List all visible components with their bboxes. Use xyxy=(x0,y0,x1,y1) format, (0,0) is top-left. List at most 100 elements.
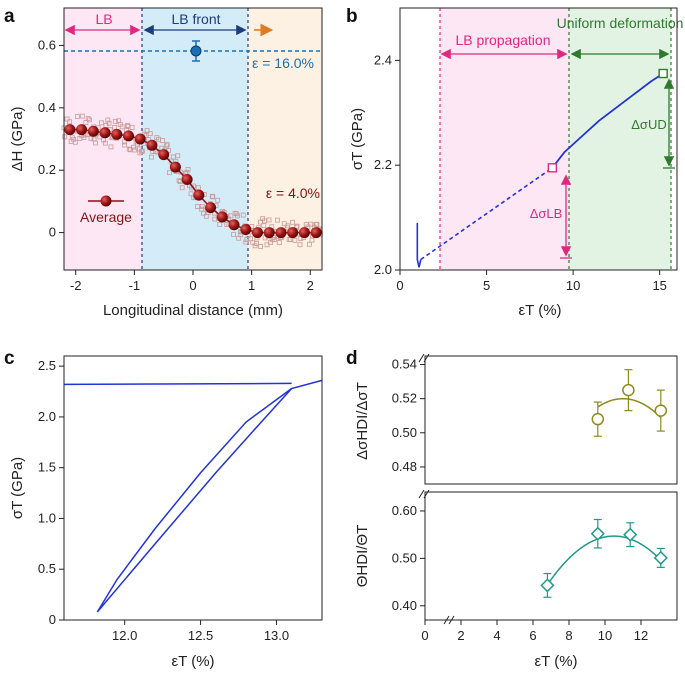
raw-point xyxy=(87,117,92,123)
raw-point xyxy=(307,241,312,247)
x-tick-label: 2 xyxy=(457,628,464,643)
raw-point xyxy=(195,204,200,209)
panel-b-xlabel: εT (%) xyxy=(518,302,561,319)
raw-point xyxy=(88,135,94,141)
y-tick-label: 2.0 xyxy=(374,262,392,277)
y-tick-label: 1.0 xyxy=(38,510,56,525)
panel-c-xlabel: εT (%) xyxy=(171,653,214,670)
raw-point xyxy=(294,223,300,229)
raw-point xyxy=(75,114,80,119)
x-tick-label: 8 xyxy=(565,628,572,643)
y-tick-label: 0.6 xyxy=(38,37,56,52)
raw-point xyxy=(199,204,205,209)
panel-d: 0.48 0.50 0.52 0.54 0 2 4 6 8 10 12 0.40 0.50 0.60 εT… xyxy=(354,353,678,670)
y-tick-label: 0.50 xyxy=(392,425,417,440)
bottom-point xyxy=(623,527,638,542)
raw-point xyxy=(209,193,215,199)
average-point xyxy=(263,227,275,239)
raw-point xyxy=(266,217,272,223)
y-tick-label: 1.5 xyxy=(38,460,56,475)
raw-point xyxy=(185,166,191,172)
raw-point xyxy=(275,217,280,223)
panel-a-xlabel: Longitudinal distance (mm) xyxy=(103,302,283,319)
average-point xyxy=(134,133,146,145)
raw-point xyxy=(178,169,184,175)
x-tick-label: 12 xyxy=(634,628,648,643)
x-tick-label: 10 xyxy=(598,628,612,643)
x-tick-label: 0 xyxy=(421,628,428,643)
raw-point xyxy=(160,138,165,143)
average-line xyxy=(69,128,317,234)
raw-point xyxy=(243,239,249,245)
raw-point xyxy=(292,237,298,243)
raw-point xyxy=(308,221,314,227)
x-tick-label: -2 xyxy=(70,278,82,293)
raw-point xyxy=(119,124,125,130)
panel-d-xlabel: εT (%) xyxy=(534,653,577,670)
average-point xyxy=(205,202,217,214)
raw-point xyxy=(235,213,240,219)
raw-point xyxy=(62,134,68,140)
delta-sigma-ud: ΔσUD xyxy=(631,117,666,132)
raw-point xyxy=(85,116,91,121)
stress-strain-curve xyxy=(416,68,668,268)
raw-point xyxy=(163,143,169,149)
average-point xyxy=(275,227,287,239)
y-tick-label: 0 xyxy=(49,225,56,240)
raw-point xyxy=(238,232,244,238)
top-point xyxy=(591,412,605,426)
point-16pct xyxy=(190,45,202,57)
raw-point xyxy=(149,154,154,160)
x-tick-label: 1 xyxy=(248,278,255,293)
raw-point xyxy=(64,116,70,122)
x-tick-label: 6 xyxy=(529,628,536,643)
raw-point xyxy=(258,244,264,249)
panel-d-top-ylabel: ΔσHDI/ΔσT xyxy=(354,382,371,460)
average-point xyxy=(298,227,310,239)
raw-point xyxy=(108,144,114,150)
raw-point xyxy=(240,212,246,218)
x-tick-label: 13.0 xyxy=(264,628,289,643)
y-tick-label: 0.60 xyxy=(392,503,417,518)
initial-spike xyxy=(416,222,422,268)
average-point xyxy=(287,227,299,239)
y-tick-label: 0.2 xyxy=(38,162,56,177)
raw-point xyxy=(122,142,127,148)
panel-d-axes: 0.48 0.50 0.52 0.54 0 2 4 6 8 10 12 0.40 0.50 0.60 xyxy=(392,357,649,643)
average-point xyxy=(158,149,170,161)
raw-point xyxy=(276,240,282,245)
y-tick-label: 0 xyxy=(49,612,56,627)
x-tick-label: 2 xyxy=(307,278,314,293)
panel-b-ylabel: σT (GPa) xyxy=(349,108,366,170)
average-point xyxy=(228,219,240,231)
bottom-point xyxy=(653,550,668,565)
raw-point xyxy=(175,153,181,159)
uniform-label: Uniform deformation xyxy=(557,15,684,31)
raw-point xyxy=(290,219,296,225)
raw-point xyxy=(125,122,130,128)
panel-a: LB LB front ε = 16.0% ε = 4.0% Average -… xyxy=(9,7,323,319)
average-point xyxy=(169,161,181,173)
y-tick-label: 2.4 xyxy=(374,52,392,67)
raw-point xyxy=(297,242,303,248)
panel-c-ylabel: σT (GPa) xyxy=(9,457,26,519)
y-tick-label: 0.52 xyxy=(392,391,417,406)
x-tick-label: 5 xyxy=(483,278,490,293)
y-tick-label: 0.54 xyxy=(392,357,417,372)
unloading-branch xyxy=(96,387,293,613)
panel-b-axes: 0 5 10 15 2.0 2.2 2.4 xyxy=(374,52,667,293)
legend-average-marker xyxy=(100,195,112,207)
lb-front-label: LB front xyxy=(171,11,220,27)
average-point xyxy=(181,174,193,186)
raw-point xyxy=(201,210,206,216)
y-tick-label: 0.5 xyxy=(38,561,56,576)
panel-d-top-series xyxy=(591,369,668,437)
raw-point xyxy=(81,135,87,140)
top-point xyxy=(654,404,668,417)
lb-end-marker xyxy=(547,163,558,173)
y-tick-label: 2.0 xyxy=(38,409,56,424)
y-tick-label: 0.40 xyxy=(392,598,417,613)
svg-text:d: d xyxy=(346,348,358,369)
raw-point xyxy=(314,221,320,227)
panel-a-ylabel: ΔH (GPa) xyxy=(9,106,26,171)
